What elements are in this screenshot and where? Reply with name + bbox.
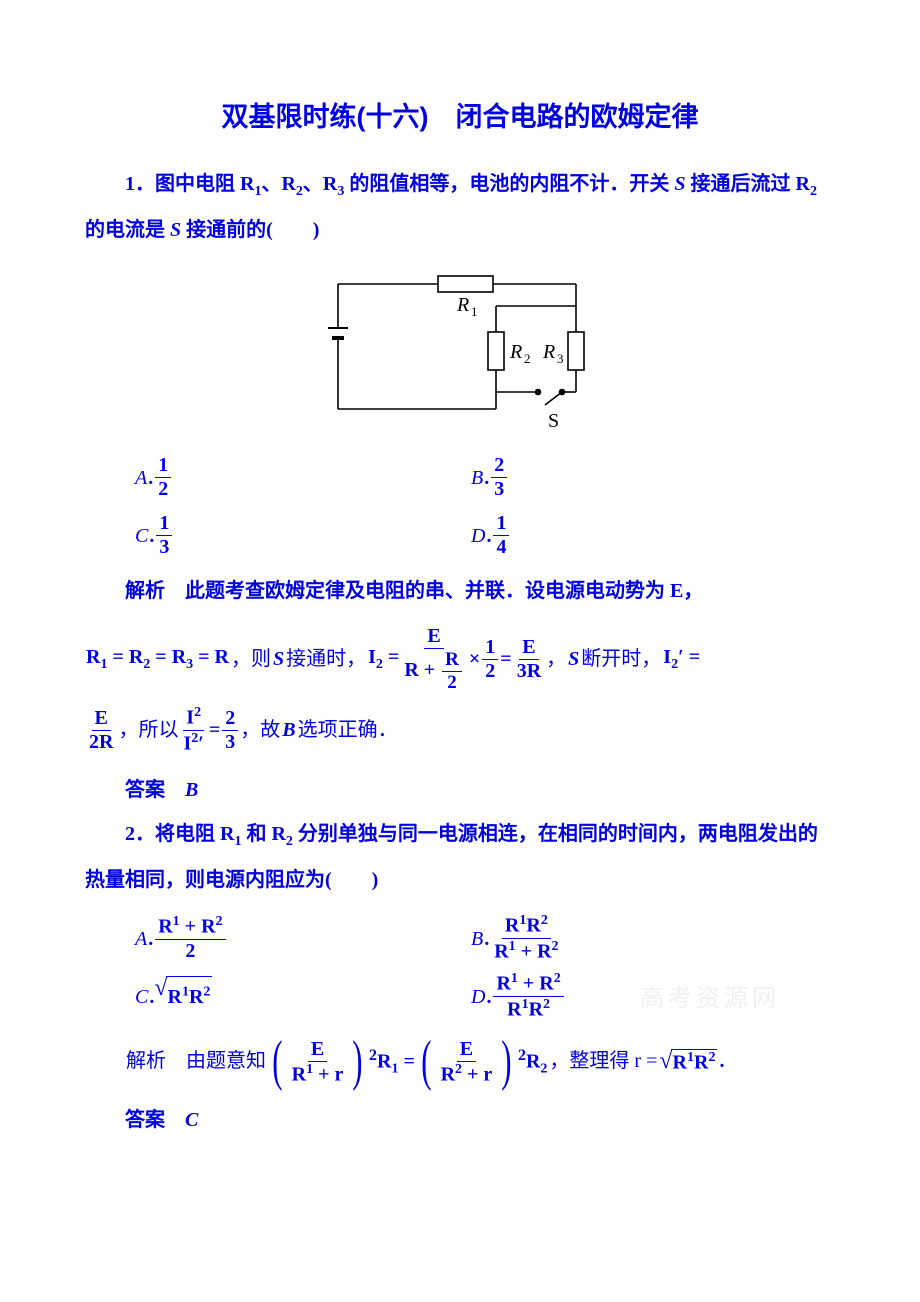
sub-2b: 2 bbox=[810, 184, 817, 199]
frac-icon: 14 bbox=[493, 512, 509, 559]
q1-opt-b: B. 23 bbox=[471, 449, 807, 507]
ans-val: C bbox=[185, 1109, 198, 1131]
q1-opt-a: A. 12 bbox=[135, 449, 471, 507]
frac-icon: 13 bbox=[156, 512, 172, 559]
q1-solution-line2: R1 = R2 = R3 = R，则 S 接通时， I2 = ER + R2 ×… bbox=[85, 625, 835, 694]
opt-label: B bbox=[471, 919, 483, 959]
opt-label: B bbox=[471, 458, 483, 498]
q1-opt-d: D. 14 bbox=[471, 507, 807, 565]
q1-text: 1．图中电阻 R bbox=[125, 173, 254, 195]
t: 接通后流过 R bbox=[685, 173, 809, 195]
q2-options: A. R1 + R22 B. R1R2R1 + R2 C. √R1R2 D. R… bbox=[85, 910, 835, 1026]
opt-label: A bbox=[135, 458, 147, 498]
ans-label: 答案 bbox=[125, 1109, 185, 1131]
t: 的阻值相等，电池的内阻不计．开关 bbox=[344, 173, 674, 195]
svg-text:R: R bbox=[542, 341, 555, 363]
sub-2: 2 bbox=[296, 184, 303, 199]
svg-text:R: R bbox=[456, 294, 469, 316]
frac-icon: 23 bbox=[491, 454, 507, 501]
sym-S: S bbox=[170, 219, 181, 241]
opt-label: A bbox=[135, 919, 147, 959]
frac-icon: R1 + R22 bbox=[155, 914, 225, 963]
ans-label: 答案 bbox=[125, 779, 185, 801]
q2-opt-a: A. R1 + R22 bbox=[135, 910, 471, 968]
svg-text:2: 2 bbox=[524, 351, 531, 366]
opt-label: C bbox=[135, 977, 148, 1017]
svg-text:1: 1 bbox=[471, 304, 478, 319]
opt-label: D bbox=[471, 516, 485, 556]
q1-answer: 答案 B bbox=[85, 768, 835, 812]
t: 和 R bbox=[241, 823, 285, 845]
svg-text:R: R bbox=[509, 341, 522, 363]
t: 、R bbox=[261, 173, 295, 195]
svg-text:S: S bbox=[548, 410, 559, 432]
q2-opt-c: C. √R1R2 bbox=[135, 968, 471, 1026]
q2-opt-d: D. R1 + R2R1R2 bbox=[471, 968, 807, 1026]
opt-label: D bbox=[471, 977, 485, 1017]
q1-options: A. 12 B. 23 C. 13 D. 14 bbox=[85, 449, 835, 565]
svg-text:3: 3 bbox=[557, 351, 564, 366]
ans-val: B bbox=[185, 779, 198, 801]
frac-icon: 12 bbox=[155, 454, 171, 501]
t: 、R bbox=[303, 173, 337, 195]
t: 的电流是 bbox=[85, 219, 170, 241]
q1-opt-c: C. 13 bbox=[135, 507, 471, 565]
q1-solution-line3: E2R ，所以 I2I2′ = 23 ，故 B 选项正确． bbox=[85, 705, 835, 755]
t: 2．将电阻 R bbox=[125, 823, 234, 845]
circuit-diagram: R1 R2 R3 S bbox=[310, 264, 610, 439]
page-title: 双基限时练(十六) 闭合电路的欧姆定律 bbox=[85, 90, 835, 144]
opt-label: C bbox=[135, 516, 148, 556]
q1-solution-line1: 解析 此题考查欧姆定律及电阻的串、并联．设电源电动势为 E， bbox=[85, 569, 835, 613]
t: 接通前的( ) bbox=[181, 219, 319, 241]
q2-answer: 答案 C bbox=[85, 1098, 835, 1142]
q1-stem: 1．图中电阻 R1、R2、R3 的阻值相等，电池的内阻不计．开关 S 接通后流过… bbox=[85, 162, 835, 252]
q2-stem: 2．将电阻 R1 和 R2 分别单独与同一电源相连，在相同的时间内，两电阻发出的… bbox=[85, 812, 835, 902]
frac-icon: R1R2R1 + R2 bbox=[491, 913, 561, 963]
sqrt-icon: √R1R2 bbox=[154, 976, 212, 1017]
sol-lead: 解析 由题意知 bbox=[126, 1050, 266, 1073]
q2-solution: 解析 由题意知 ( ER1 + r ) 2R1 = ( ER2 + r ) 2R… bbox=[125, 1038, 835, 1087]
frac-icon: R1 + R2R1R2 bbox=[493, 971, 563, 1021]
sol-mid: ，整理得 r = bbox=[549, 1050, 657, 1073]
q2-opt-b: B. R1R2R1 + R2 bbox=[471, 910, 807, 968]
sym-S: S bbox=[674, 173, 685, 195]
